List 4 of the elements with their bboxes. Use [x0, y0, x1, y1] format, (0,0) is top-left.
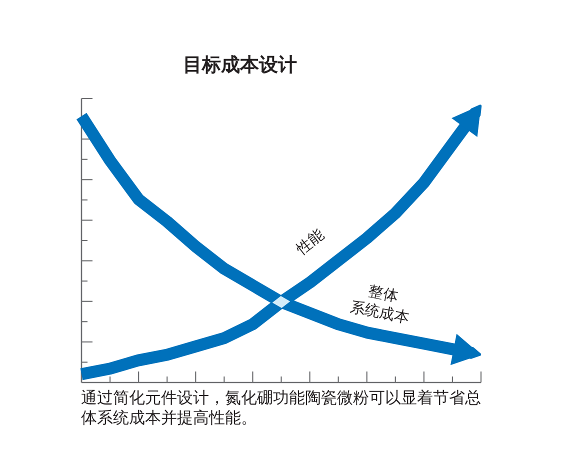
chart-title: 目标成本设计	[183, 54, 297, 76]
text: 整体系统成本	[348, 282, 411, 326]
text: 通过简化元件设计，氮化硼功能陶瓷微粉可以显着节省总体系统成本并提高性能。	[81, 389, 482, 429]
text: 性能	[292, 226, 328, 258]
